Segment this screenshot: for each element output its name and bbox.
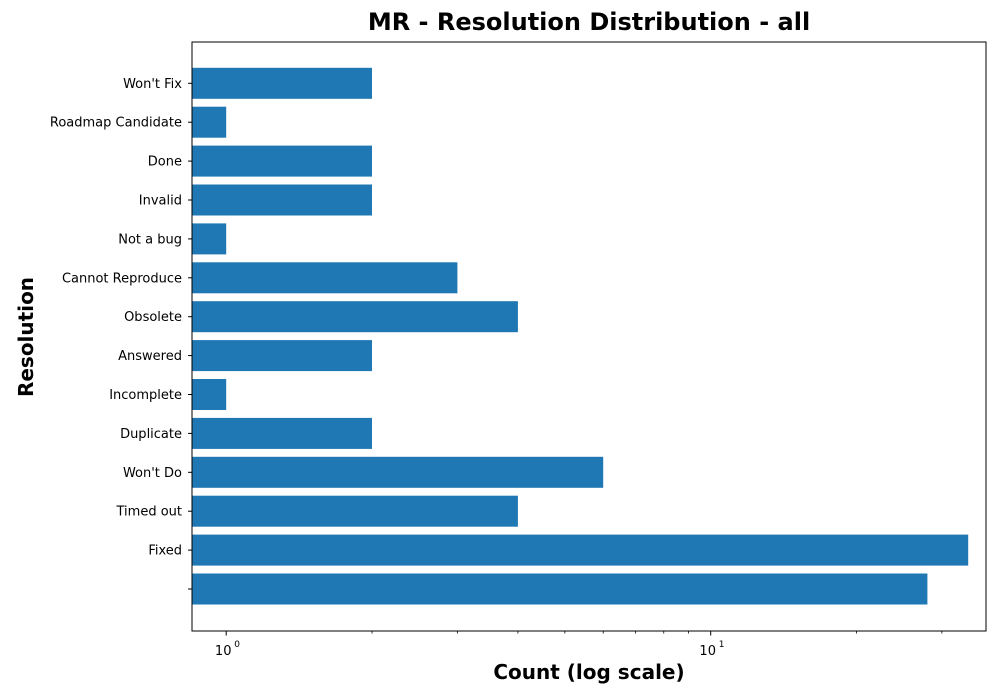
bar-10 <box>192 418 372 449</box>
y-tick-label: Fixed <box>148 544 182 559</box>
y-tick-label: Won't Do <box>123 466 182 481</box>
x-tick-label: 10 <box>215 644 232 659</box>
bar-6 <box>192 262 457 293</box>
x-tick-label: 10 <box>699 644 716 659</box>
x-tick-exponent: 0 <box>234 640 240 650</box>
bar-9 <box>192 379 226 410</box>
y-tick-label: Obsolete <box>124 310 182 325</box>
y-tick-label: Roadmap Candidate <box>50 116 182 131</box>
bar-1 <box>192 68 372 99</box>
bar-7 <box>192 301 518 332</box>
y-tick-label: Answered <box>118 349 182 364</box>
bar-4 <box>192 185 372 216</box>
y-tick-label: Not a bug <box>118 232 182 247</box>
y-tick-label: Duplicate <box>120 427 182 442</box>
bar-11 <box>192 457 603 488</box>
y-tick-label: Timed out <box>116 505 183 520</box>
bar-8 <box>192 340 372 371</box>
y-tick-label: Invalid <box>139 194 182 209</box>
bar-12 <box>192 496 518 527</box>
y-tick-label: Done <box>148 155 182 170</box>
bar-2 <box>192 107 226 138</box>
y-tick-label: Cannot Reproduce <box>62 271 182 286</box>
bar-14 <box>192 574 927 605</box>
y-tick-label: Incomplete <box>109 388 182 403</box>
y-tick-label: Won't Fix <box>123 77 182 92</box>
x-tick-exponent: 1 <box>719 640 725 650</box>
bar-3 <box>192 146 372 177</box>
bar-5 <box>192 223 226 254</box>
bar-13 <box>192 535 968 566</box>
